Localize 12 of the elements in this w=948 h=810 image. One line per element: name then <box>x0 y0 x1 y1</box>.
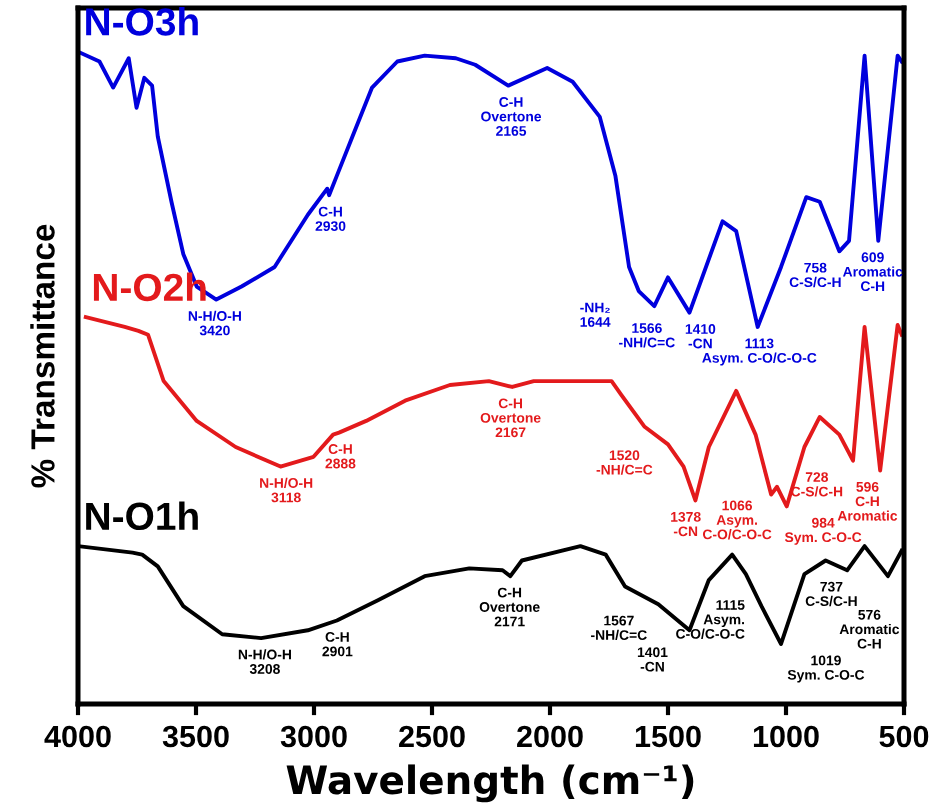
x-tick-label: 1000 <box>753 725 819 748</box>
x-tick-label: 4000 <box>44 725 111 748</box>
x-tick-label: 2000 <box>517 725 583 748</box>
series-label: N-O1h <box>86 501 198 531</box>
x-tick-label: 3000 <box>280 725 347 748</box>
x-tick-label: 3500 <box>162 725 229 748</box>
x-tick-label: 2500 <box>399 725 465 748</box>
x-tick-label: 1500 <box>635 725 701 748</box>
y-axis-title: % Transmittance <box>30 224 55 488</box>
series-label: N-O3h <box>86 7 198 36</box>
x-tick-label: 500 <box>879 725 929 748</box>
x-axis-title: Wavelength (cm⁻¹) <box>286 764 694 803</box>
